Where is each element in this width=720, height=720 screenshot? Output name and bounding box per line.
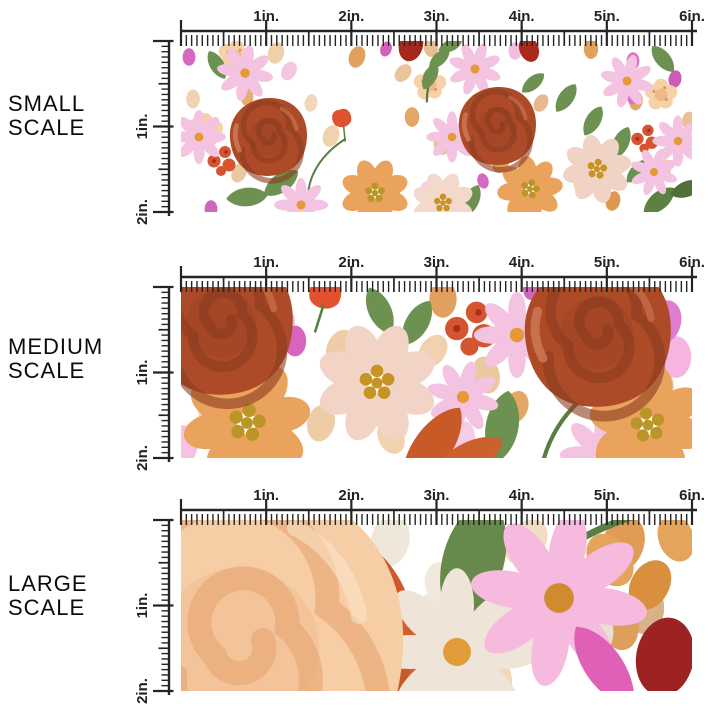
floral-dot [277, 58, 301, 84]
floral-dot [395, 41, 427, 65]
ruler-inch-label-vertical: 2in. [134, 445, 151, 471]
floral-dot [429, 287, 457, 318]
fabric-swatch-small [181, 41, 692, 212]
ruler-inch-label-vertical: 1in. [134, 360, 151, 386]
floral-dot [651, 520, 692, 567]
ruler-inch-label: 5in. [594, 8, 620, 25]
ruler-inch-label: 1in. [253, 8, 279, 25]
ruler-inch-label: 6in. [679, 487, 705, 504]
ruler-inch-label: 3in. [424, 487, 450, 504]
floral-dot [303, 93, 319, 113]
floral-leaf [517, 68, 549, 98]
ruler-inch-label: 4in. [509, 254, 535, 271]
ruler-inch-label: 5in. [594, 254, 620, 271]
fabric-swatch-large [181, 520, 692, 691]
ruler-inch-label: 4in. [509, 8, 535, 25]
scale-label-small: SMALL SCALE [8, 92, 85, 139]
floral-dot [404, 107, 420, 127]
floral-leaf [578, 102, 608, 140]
floral-rose [459, 87, 536, 170]
floral-dot [378, 41, 394, 59]
floral-rose [525, 287, 671, 416]
floral-dot [583, 41, 599, 59]
scale-label-line: SMALL [8, 91, 86, 116]
floral-dot [204, 200, 218, 212]
floral-tulip [302, 287, 345, 337]
floral-leaf [225, 185, 269, 209]
scale-label-medium: MEDIUM SCALE [8, 335, 103, 382]
floral-daisy2 [410, 170, 476, 212]
ruler-inch-label: 2in. [338, 254, 364, 271]
ruler-inch-label: 2in. [338, 8, 364, 25]
scale-label-line: LARGE [8, 571, 88, 596]
ruler-inch-label-vertical: 2in. [134, 199, 151, 225]
floral-daisy [181, 110, 226, 164]
floral-dot [265, 41, 287, 66]
ruler-inch-label-vertical: 1in. [134, 593, 151, 619]
scale-label-large: LARGE SCALE [8, 572, 88, 619]
ruler-inch-label: 5in. [594, 487, 620, 504]
floral-leaf [550, 79, 582, 117]
ruler-inch-label: 1in. [253, 487, 279, 504]
ruler-inch-label: 6in. [679, 8, 705, 25]
ruler-inch-label: 2in. [338, 487, 364, 504]
scale-label-line: MEDIUM [8, 334, 104, 359]
ruler-inch-label: 1in. [253, 254, 279, 271]
ruler-inch-label: 6in. [679, 254, 705, 271]
floral-rose [181, 520, 403, 691]
ruler-inch-label: 3in. [424, 254, 450, 271]
floral-dot [345, 43, 369, 71]
ruler-inch-label: 3in. [424, 8, 450, 25]
fabric-swatch-medium [181, 287, 692, 458]
scale-label-line: SCALE [8, 114, 86, 140]
scale-label-line: SCALE [8, 594, 86, 620]
floral-dot [391, 60, 415, 86]
ruler-inch-label-vertical: 1in. [134, 114, 151, 140]
floral-daisy2 [339, 157, 411, 212]
floral-dot [186, 89, 200, 109]
floral-dot [182, 48, 196, 66]
scale-label-line: SCALE [8, 357, 86, 383]
ruler-inch-label: 4in. [509, 487, 535, 504]
ruler-inch-label-vertical: 2in. [134, 678, 151, 704]
